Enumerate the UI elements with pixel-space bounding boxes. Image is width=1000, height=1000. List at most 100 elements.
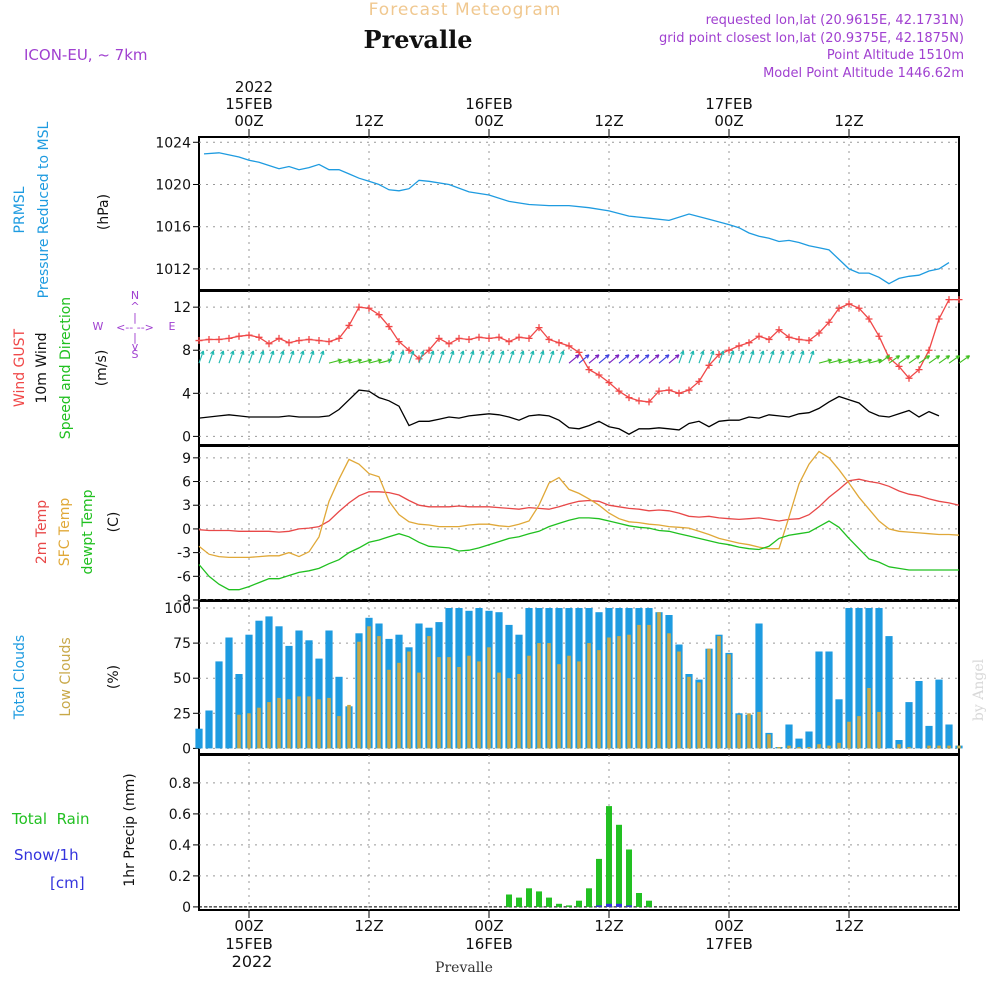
bar-low-clouds (357, 641, 361, 749)
wind-direction-arrow (888, 355, 901, 364)
bar-low-clouds (537, 643, 541, 749)
bar-low-clouds (447, 657, 451, 749)
gust-point (735, 342, 743, 350)
gust-point (845, 300, 853, 308)
rain-label: Total Rain (11, 810, 90, 828)
bar-low-clouds (397, 662, 401, 749)
wind-direction-arrow (848, 358, 862, 364)
y-tick-label: 1016 (155, 220, 191, 236)
y-tick-label: 1012 (155, 262, 191, 278)
bar-low-clouds (957, 745, 961, 749)
wind-direction-arrow (678, 350, 685, 364)
wind-direction-arrow (958, 355, 971, 364)
gust-point (505, 338, 513, 346)
pressure-unit: (hPa) (96, 194, 112, 230)
model-label: ICON-EU, ~ 7km (24, 46, 148, 64)
gust-point (715, 351, 723, 359)
bar-low-clouds (937, 745, 941, 749)
wind-direction-arrow (648, 354, 660, 364)
bar-low-clouds (387, 669, 391, 749)
bar-total-rain (636, 893, 642, 907)
wind-direction-arrow (478, 350, 485, 364)
wind-direction-arrow (868, 358, 882, 364)
gust-point (415, 355, 423, 363)
bar-low-clouds (947, 745, 951, 749)
gust-point (685, 386, 693, 394)
bar-total-clouds (325, 630, 333, 749)
bar-low-clouds (497, 672, 501, 749)
gust-point (805, 337, 813, 345)
wind-direction-arrow (778, 350, 785, 364)
wind-direction-arrow (688, 350, 695, 364)
bar-total-clouds (195, 728, 203, 749)
bar-low-clouds (727, 654, 731, 749)
panel-frame (198, 754, 960, 911)
wind-direction-arrow (928, 355, 941, 364)
series-line-10m-wind (198, 389, 940, 435)
bar-total-rain (566, 905, 572, 907)
wind-direction-arrow (768, 350, 775, 364)
bar-low-clouds (667, 633, 671, 749)
bar-low-clouds (857, 716, 861, 749)
y-tick-label: 1020 (155, 177, 191, 193)
bar-low-clouds (517, 674, 521, 749)
wind-compass-icon: N ^ | W <-- --> E | v S (93, 289, 176, 361)
wind-direction-arrow (428, 350, 435, 364)
bar-total-clouds (905, 702, 913, 749)
gust-point (855, 304, 863, 312)
compass-e: E (169, 320, 176, 333)
bar-low-clouds (777, 747, 781, 749)
gust-point (425, 346, 433, 354)
y-tick-label: 0.4 (169, 838, 191, 854)
bar-total-clouds (225, 637, 233, 749)
gust-point (725, 346, 733, 354)
wind-direction-arrow (508, 350, 515, 364)
gust-point (675, 389, 683, 397)
wind-direction-arrow (328, 358, 342, 364)
gust-point (375, 311, 383, 319)
gust-point (695, 377, 703, 385)
wind-direction-arrow (658, 354, 670, 364)
wind-direction-arrow (458, 350, 465, 364)
bar-low-clouds (807, 747, 811, 749)
bar-low-clouds (827, 745, 831, 749)
wind-direction-arrow (898, 355, 911, 364)
compass-arrow-down: v (132, 340, 139, 353)
wind-direction-arrow (438, 350, 445, 364)
bar-snow (606, 903, 612, 907)
gust-point (315, 337, 323, 345)
wind-direction-arrow (618, 354, 630, 364)
gust-point (335, 334, 343, 342)
wind-direction-arrow (288, 350, 295, 364)
series-line-prmsl (203, 152, 950, 285)
bar-low-clouds (697, 682, 701, 749)
bar-total-clouds (785, 724, 793, 749)
sfc-label: SFC Temp (57, 498, 73, 567)
wind-direction-arrow (338, 358, 352, 364)
panel-wind: 0 4 8 12 (173, 290, 971, 446)
series-line-dewpt-temp (198, 517, 959, 591)
clouds-unit: (%) (106, 665, 122, 689)
bar-low-clouds (507, 678, 511, 749)
gust-point (325, 338, 333, 346)
pressure-side-labels: PRMSL Pressure Reduced to MSL (hPa) (12, 121, 112, 298)
gust-point (565, 342, 573, 350)
wind-direction-arrow (368, 358, 382, 364)
gust-point (455, 334, 463, 342)
wind-direction-arrow (758, 350, 765, 364)
gust-point (535, 324, 543, 332)
wind-direction-arrow (318, 350, 325, 364)
bar-low-clouds (297, 696, 301, 749)
temp-unit: (C) (106, 512, 122, 533)
wind-direction-arrow (558, 350, 565, 364)
wind-direction-arrow (608, 354, 620, 364)
gust-point (385, 323, 393, 331)
bar-low-clouds (547, 643, 551, 749)
model-altitude: Model Point Altitude 1446.62m (763, 66, 964, 81)
wind-direction-arrow (728, 350, 735, 364)
bottom-hour-label: 00Z (474, 917, 503, 935)
bar-low-clouds (717, 636, 721, 749)
bottom-hour-label: 12Z (594, 917, 623, 935)
bar-total-rain (546, 897, 552, 907)
